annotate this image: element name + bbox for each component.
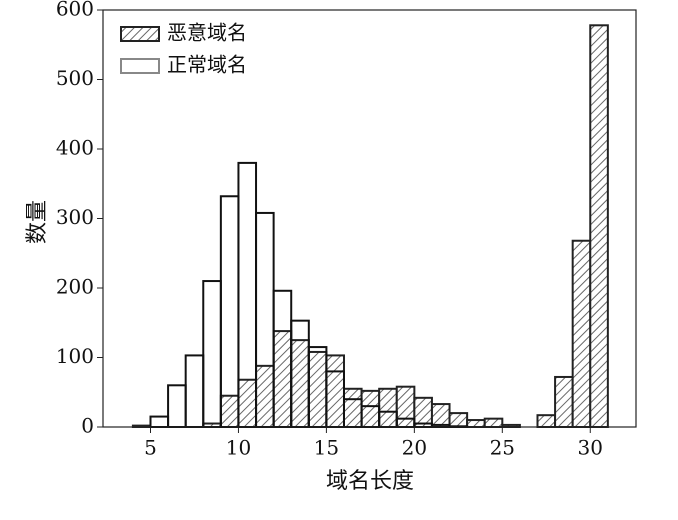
legend-label: 正常域名 xyxy=(167,53,247,77)
bar xyxy=(342,387,363,428)
bar xyxy=(219,195,240,428)
bar xyxy=(378,387,398,428)
bar xyxy=(536,414,557,428)
bar xyxy=(571,239,592,428)
x-axis-label: 域名长度 xyxy=(326,469,414,494)
bar xyxy=(325,354,345,429)
y-tick-label: 300 xyxy=(56,205,94,229)
y-tick-label: 400 xyxy=(56,136,94,160)
x-tick-label: 10 xyxy=(226,436,251,460)
bar xyxy=(554,375,574,428)
bar xyxy=(448,412,469,429)
x-tick-label: 30 xyxy=(578,436,603,460)
bar xyxy=(395,385,416,429)
y-axis-label: 数量 xyxy=(25,200,50,244)
x-tick-label: 25 xyxy=(490,436,515,460)
bar xyxy=(307,350,328,428)
bar xyxy=(167,384,187,428)
bar xyxy=(589,24,609,428)
y-tick-label: 600 xyxy=(56,0,94,21)
y-tick-label: 200 xyxy=(56,275,94,299)
bar xyxy=(290,339,310,428)
bar xyxy=(202,280,222,428)
bar xyxy=(483,417,504,429)
x-tick-label: 20 xyxy=(402,436,427,460)
y-tick-label: 500 xyxy=(56,66,94,90)
x-tick-label: 15 xyxy=(314,436,339,460)
bar xyxy=(466,419,486,428)
legend-swatch xyxy=(120,58,160,74)
y-tick-label: 100 xyxy=(56,344,94,368)
bar xyxy=(149,415,170,429)
y-tick-label: 0 xyxy=(81,414,94,438)
legend-swatch xyxy=(120,26,160,42)
bar xyxy=(219,394,240,429)
bar xyxy=(272,330,293,428)
x-tick-label: 5 xyxy=(144,436,157,460)
bar xyxy=(255,364,275,428)
legend-label: 恶意域名 xyxy=(167,21,247,45)
bar xyxy=(184,354,205,429)
bar xyxy=(430,403,451,429)
bar xyxy=(360,389,381,428)
bar xyxy=(237,378,258,428)
